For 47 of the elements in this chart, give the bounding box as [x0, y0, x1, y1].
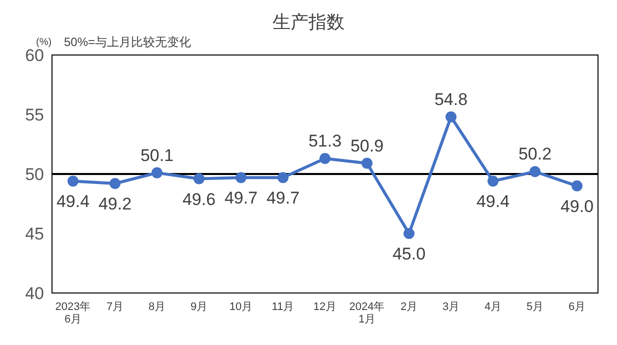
y-tick-label: 55: [25, 106, 44, 124]
point: [404, 228, 414, 239]
point: [110, 178, 120, 190]
x-tick-label: 12月: [313, 301, 337, 313]
point: [278, 172, 288, 184]
text: 50%=与上月比较无变化: [64, 35, 192, 49]
data-label: 54.8: [434, 90, 468, 109]
data-label: 49.4: [476, 192, 510, 212]
point: [68, 176, 78, 187]
x-tick-label: 9月: [190, 301, 208, 313]
point: [320, 153, 330, 164]
data-label: 49.2: [98, 194, 132, 214]
x-tick-label: 2024年 1月: [349, 301, 385, 326]
data-label: 49.7: [266, 188, 300, 208]
x-tick-label: 2月: [400, 301, 418, 313]
data-label: 50.1: [140, 146, 174, 165]
x-tick-label: 4月: [484, 301, 502, 313]
x-tick-label: 10月: [229, 301, 253, 313]
point: [446, 111, 456, 122]
y-tick-label: 50: [25, 165, 44, 184]
point: [530, 166, 540, 178]
point: [236, 172, 246, 184]
data-label: 49.4: [56, 192, 90, 212]
y-tick-label: 60: [25, 46, 44, 65]
point: [362, 158, 372, 169]
data-label: 51.3: [308, 132, 342, 151]
data-label: 49.0: [560, 196, 594, 216]
y-tick-label: 40: [25, 284, 44, 303]
point: [488, 176, 498, 187]
x-tick-label: 11月: [272, 301, 294, 313]
x-tick-label: 2023年 6月: [55, 301, 91, 326]
data-label: 50.9: [350, 136, 384, 156]
y-axis-title: (%): [36, 37, 52, 48]
data-label: 49.6: [182, 190, 216, 209]
data-label: 49.7: [224, 188, 258, 208]
y-tick-label: 45: [25, 224, 44, 244]
x-tick-label: 5月: [526, 301, 544, 313]
data-label: 50.2: [518, 144, 552, 164]
point: [152, 167, 162, 178]
x-tick-label: 3月: [442, 301, 460, 313]
point: [194, 173, 204, 184]
data-label: 45.0: [392, 244, 426, 264]
point: [572, 180, 582, 192]
x-tick-label: 6月: [568, 301, 586, 313]
x-tick-label: 7月: [106, 301, 124, 313]
x-tick-label: 8月: [148, 301, 166, 313]
chart-title: 生产指数: [272, 12, 344, 32]
